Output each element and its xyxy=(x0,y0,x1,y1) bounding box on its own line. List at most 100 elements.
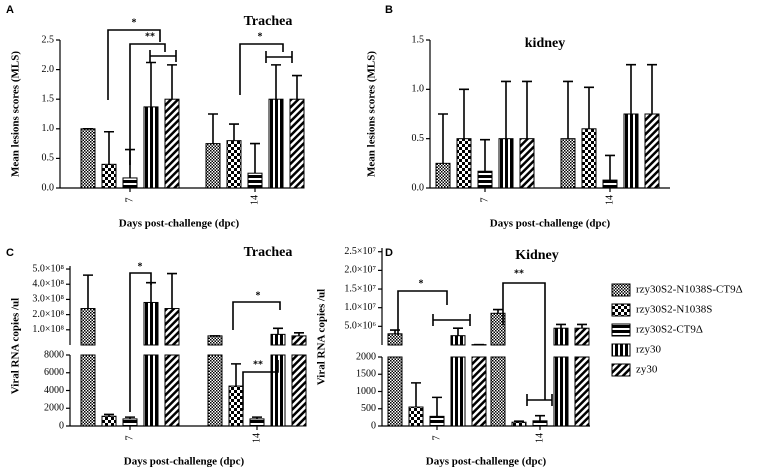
y-tick-label: 8000 xyxy=(44,349,64,360)
bar xyxy=(143,106,159,189)
bar xyxy=(122,177,138,189)
error-bar xyxy=(146,61,156,107)
error-bar xyxy=(459,88,469,139)
x-tick-label: 14 xyxy=(604,195,615,205)
significance: ** xyxy=(253,359,263,370)
x-axis-label: Days post-challenge (dpc) xyxy=(490,218,611,230)
legend-label: rzy30S2-N1038S-CT9Δ xyxy=(636,284,743,296)
bar xyxy=(532,420,548,427)
bar xyxy=(456,138,472,189)
error-bar xyxy=(229,123,239,141)
y-tick-label: 2000 xyxy=(356,351,376,362)
bar xyxy=(268,98,284,189)
y-tick-label: 2000 xyxy=(44,403,64,414)
legend-label: rzy30S2-N1038S xyxy=(636,304,712,316)
bracket xyxy=(242,360,279,410)
error-bar xyxy=(605,154,615,181)
y-tick-label: 4000 xyxy=(44,385,64,396)
bracket xyxy=(107,29,161,100)
bar xyxy=(207,335,223,346)
significance: * xyxy=(138,261,143,272)
error-bar xyxy=(535,414,545,421)
y-tick-label: 5.0×10⁶ xyxy=(344,321,376,332)
y-tick-label: 1.5 xyxy=(42,93,55,104)
panel-title: Trachea xyxy=(244,14,293,29)
x-tick-label: 7 xyxy=(479,198,490,203)
y-tick-label: 1.0×10⁸ xyxy=(32,324,64,335)
error-bar xyxy=(480,138,490,172)
error-bar xyxy=(584,86,594,129)
y-tick-label: 0.5 xyxy=(412,133,425,144)
bar xyxy=(602,179,618,189)
bar xyxy=(101,163,117,189)
bar xyxy=(387,333,403,346)
legend-swatch xyxy=(611,323,631,337)
bracket xyxy=(129,272,152,412)
y-tick-label: 5.0×10⁸ xyxy=(32,263,64,274)
bracket xyxy=(239,43,284,95)
error-bar xyxy=(432,396,442,417)
bar xyxy=(289,98,305,189)
y-tick-label: 1.0×10⁷ xyxy=(344,302,376,313)
y-axis-label: Mean lesions scores (MLS) xyxy=(366,51,378,177)
panel-title: Kidney xyxy=(515,248,559,263)
bar xyxy=(228,385,244,427)
bar xyxy=(122,418,138,427)
bar xyxy=(408,406,424,427)
bracket xyxy=(149,50,177,62)
bar xyxy=(511,421,527,427)
legend-label: rzy30S2-CT9Δ xyxy=(636,324,703,336)
y-tick-label: 0 xyxy=(371,420,376,431)
x-axis-label: Days post-challenge (dpc) xyxy=(426,456,547,468)
panel-title: Trachea xyxy=(244,245,293,260)
error-bar xyxy=(104,130,114,165)
bar xyxy=(291,335,307,346)
error-bar xyxy=(208,113,218,144)
bar xyxy=(164,308,180,346)
y-tick-label: 2.5 xyxy=(42,34,55,45)
error-bar xyxy=(563,80,573,139)
bar xyxy=(80,128,96,189)
significance: * xyxy=(256,290,261,301)
error-bar xyxy=(125,416,135,419)
y-tick-label: 500 xyxy=(361,403,376,414)
y-tick-label: 1.0 xyxy=(42,123,55,134)
error-bar xyxy=(252,416,262,419)
x-tick-label: 7 xyxy=(124,198,135,203)
bar xyxy=(644,113,660,189)
y-tick-label: 0.5 xyxy=(42,153,55,164)
error-bar xyxy=(146,281,156,303)
error-bar xyxy=(556,323,566,329)
bar xyxy=(581,128,597,189)
error-bar xyxy=(250,142,260,174)
error-bar xyxy=(411,382,421,408)
error-bar xyxy=(647,63,657,114)
bar xyxy=(205,143,221,189)
legend-label: zy30 xyxy=(636,364,658,376)
error-bar xyxy=(167,64,177,100)
y-tick-label: 2.0×10⁸ xyxy=(32,309,64,320)
y-tick-label: 1.5×10⁷ xyxy=(344,283,376,294)
y-tick-label: 2.5×10⁷ xyxy=(344,246,376,257)
y-tick-label: 0.0 xyxy=(412,182,425,193)
bar xyxy=(429,415,445,427)
error-bar xyxy=(271,64,281,100)
x-tick-label: 14 xyxy=(534,433,545,443)
y-tick-label: 1500 xyxy=(356,369,376,380)
bar-lower xyxy=(387,356,403,427)
bar xyxy=(101,415,117,427)
y-axis-label: Viral RNA copies /ul xyxy=(10,298,22,394)
x-tick-label: 14 xyxy=(249,195,260,205)
x-axis-label: Days post-challenge (dpc) xyxy=(119,218,240,230)
error-bar xyxy=(501,80,511,139)
y-tick-label: 1.0 xyxy=(412,84,425,95)
bracket xyxy=(129,43,166,165)
significance: * xyxy=(132,17,137,28)
bar xyxy=(435,162,451,189)
significance: ** xyxy=(145,31,155,42)
error-bar xyxy=(522,80,532,139)
y-tick-label: 1.5 xyxy=(412,34,425,45)
error-bar xyxy=(577,323,587,329)
